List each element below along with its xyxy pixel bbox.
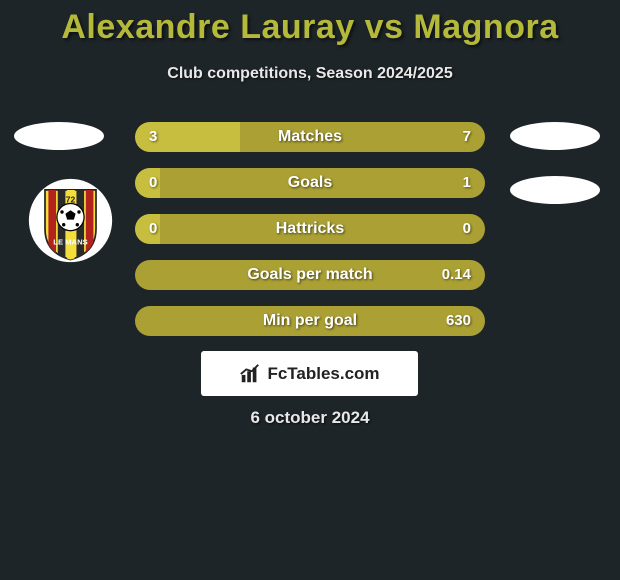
stat-label: Goals per match <box>135 260 485 290</box>
stat-bar-hattricks: 0 Hattricks 0 <box>135 214 485 244</box>
stat-label: Goals <box>135 168 485 198</box>
date-text: 6 october 2024 <box>0 408 620 428</box>
stat-right-value: 0.14 <box>442 260 471 290</box>
left-player-pill-1 <box>14 122 104 150</box>
stat-right-value: 0 <box>463 214 471 244</box>
stat-bar-goals-per-match: Goals per match 0.14 <box>135 260 485 290</box>
stat-bar-goals: 0 Goals 1 <box>135 168 485 198</box>
stat-label: Min per goal <box>135 306 485 336</box>
stat-bar-matches: 3 Matches 7 <box>135 122 485 152</box>
watermark[interactable]: FcTables.com <box>201 351 418 396</box>
stat-right-value: 1 <box>463 168 471 198</box>
svg-text:72: 72 <box>66 195 76 205</box>
page-title: Alexandre Lauray vs Magnora <box>0 0 620 47</box>
watermark-text: FcTables.com <box>267 364 379 384</box>
stat-right-value: 630 <box>446 306 471 336</box>
page-subtitle: Club competitions, Season 2024/2025 <box>0 65 620 83</box>
right-player-pill-1 <box>510 122 600 150</box>
stat-bar-min-per-goal: Min per goal 630 <box>135 306 485 336</box>
right-player-pill-2 <box>510 176 600 204</box>
stat-label: Matches <box>135 122 485 152</box>
stats-bars: 3 Matches 7 0 Goals 1 0 Hattricks 0 Goal… <box>135 122 485 352</box>
svg-text:LE MANS: LE MANS <box>53 237 87 246</box>
stat-label: Hattricks <box>135 214 485 244</box>
chart-icon <box>239 363 261 385</box>
stat-right-value: 7 <box>463 122 471 152</box>
left-club-badge: LE MANS 72 <box>28 178 113 263</box>
